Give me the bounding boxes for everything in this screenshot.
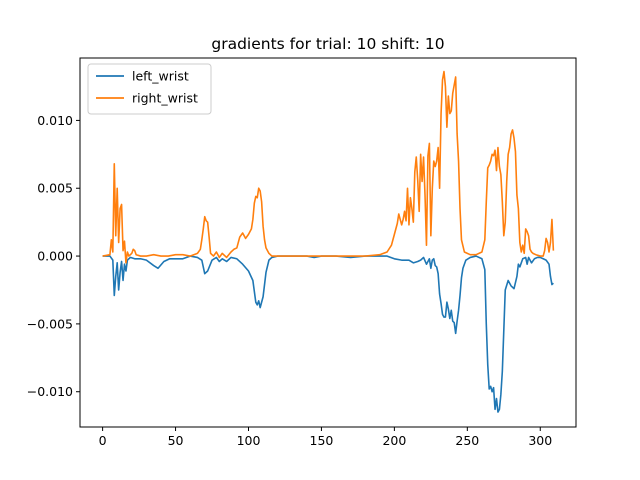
y-tick-label: 0.010 (37, 113, 73, 128)
x-tick-label: 50 (168, 433, 184, 448)
x-tick-label: 100 (237, 433, 261, 448)
y-tick-label: 0.000 (37, 249, 73, 264)
axes: 0 50 100 150 200 250 300 −0.010 −0.005 0.000 0.005… (27, 57, 577, 448)
axes-frame (79, 57, 577, 428)
legend: left_wrist right_wrist (87, 63, 212, 115)
x-tick-label: 250 (455, 433, 479, 448)
legend-label-right-wrist: right_wrist (132, 91, 198, 106)
x-tick-label: 200 (382, 433, 406, 448)
y-tick-label: 0.005 (37, 181, 73, 196)
y-tick-label: −0.005 (27, 316, 73, 331)
legend-label-left-wrist: left_wrist (132, 69, 189, 84)
x-tick-label: 150 (310, 433, 334, 448)
series-line-right-wrist (102, 70, 555, 264)
y-tick-label: −0.010 (27, 384, 73, 399)
series-line-left-wrist (102, 255, 554, 413)
plot-area (102, 70, 555, 413)
chart-title: gradients for trial: 10 shift: 10 (211, 35, 444, 53)
x-tick-label: 0 (99, 433, 107, 448)
x-tick-label: 300 (528, 433, 552, 448)
